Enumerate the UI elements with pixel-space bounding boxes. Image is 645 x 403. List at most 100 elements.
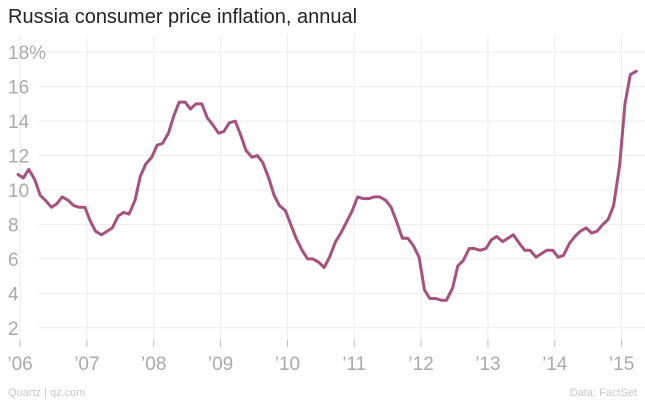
data-point bbox=[161, 142, 164, 145]
data-point bbox=[428, 297, 431, 300]
data-point bbox=[456, 264, 460, 267]
data-point bbox=[345, 221, 348, 224]
data-point bbox=[278, 204, 281, 207]
data-point bbox=[373, 195, 376, 199]
data-point bbox=[206, 116, 209, 119]
y-tick-label: 6 bbox=[8, 250, 19, 271]
data-point bbox=[389, 206, 393, 209]
data-point bbox=[484, 247, 488, 250]
footer-source-right: Data: FactSet bbox=[569, 387, 637, 399]
data-point bbox=[423, 288, 426, 292]
data-point bbox=[50, 206, 53, 209]
data-point bbox=[77, 206, 81, 209]
x-tick-label: ’15 bbox=[609, 354, 634, 375]
data-point bbox=[512, 233, 515, 236]
data-point bbox=[540, 252, 543, 255]
data-point bbox=[545, 249, 548, 252]
data-point bbox=[478, 249, 482, 252]
data-point bbox=[144, 162, 147, 166]
data-point bbox=[94, 230, 97, 233]
data-point bbox=[618, 164, 621, 168]
data-point bbox=[133, 199, 137, 202]
data-point bbox=[89, 219, 92, 223]
data-point bbox=[562, 254, 565, 257]
data-point bbox=[445, 299, 448, 302]
chart-title: Russia consumer price inflation, annual bbox=[8, 6, 358, 28]
data-point bbox=[501, 240, 504, 243]
data-point bbox=[183, 100, 187, 104]
x-tick-label: ’06 bbox=[7, 354, 32, 375]
data-point bbox=[16, 173, 20, 176]
data-point bbox=[22, 176, 25, 180]
data-point bbox=[60, 195, 64, 199]
data-point bbox=[44, 199, 47, 202]
y-tick-label: 8 bbox=[8, 215, 19, 236]
data-point bbox=[300, 249, 304, 252]
data-point bbox=[439, 299, 443, 302]
data-point bbox=[451, 286, 454, 290]
data-point bbox=[83, 206, 87, 209]
data-point bbox=[607, 218, 610, 221]
x-tick-label: ’10 bbox=[275, 354, 300, 375]
x-tick-label: ’13 bbox=[475, 354, 500, 375]
data-point bbox=[578, 230, 582, 233]
data-point bbox=[612, 204, 615, 207]
y-tick-label: 14 bbox=[8, 112, 30, 133]
data-point bbox=[601, 223, 605, 226]
data-point bbox=[328, 255, 331, 259]
data-point bbox=[406, 237, 409, 240]
data-point bbox=[177, 100, 181, 104]
data-point bbox=[378, 195, 381, 199]
data-point bbox=[473, 247, 476, 250]
data-point bbox=[506, 237, 510, 240]
data-point bbox=[250, 156, 254, 159]
data-point bbox=[568, 242, 571, 245]
y-tick-label: 2 bbox=[8, 319, 19, 340]
data-point bbox=[117, 214, 120, 218]
data-point bbox=[244, 149, 248, 152]
data-point bbox=[167, 131, 170, 135]
series-layer bbox=[16, 69, 638, 302]
data-point bbox=[72, 204, 75, 207]
data-point bbox=[33, 178, 36, 181]
x-tick-label: ’07 bbox=[74, 354, 99, 375]
series-line bbox=[16, 69, 638, 302]
data-point bbox=[556, 255, 560, 259]
data-point bbox=[534, 255, 538, 259]
data-point bbox=[111, 226, 114, 230]
data-point bbox=[234, 119, 237, 123]
data-point bbox=[317, 261, 321, 264]
data-point bbox=[395, 219, 398, 223]
data-point bbox=[155, 144, 159, 147]
data-point bbox=[551, 249, 554, 252]
data-point bbox=[139, 175, 142, 178]
data-point bbox=[211, 123, 214, 126]
data-point bbox=[105, 230, 109, 233]
data-point bbox=[573, 235, 577, 238]
axis-label-layer: 2 4 6 8 10 12 14 16 18% ’06 ’07 ’08 ’09 ’10 ’11 ’12 ’13 ’… bbox=[7, 43, 634, 375]
data-point bbox=[256, 154, 259, 157]
data-point bbox=[367, 197, 371, 200]
data-point bbox=[239, 133, 242, 137]
data-point bbox=[100, 233, 103, 236]
data-point bbox=[122, 211, 125, 214]
data-point bbox=[528, 249, 532, 252]
data-point bbox=[172, 114, 175, 118]
grid-layer bbox=[19, 35, 645, 347]
x-tick-label: ’11 bbox=[342, 354, 366, 375]
data-point bbox=[623, 102, 627, 106]
data-point bbox=[490, 238, 493, 242]
data-point bbox=[294, 237, 298, 240]
x-tick-label: ’12 bbox=[408, 354, 433, 375]
data-point bbox=[595, 230, 599, 233]
data-point bbox=[261, 161, 264, 164]
data-point bbox=[55, 202, 59, 205]
data-point bbox=[228, 121, 231, 125]
data-point bbox=[339, 231, 343, 235]
data-point bbox=[289, 223, 292, 226]
data-point bbox=[401, 237, 404, 240]
data-point bbox=[66, 199, 70, 202]
y-tick-label: 10 bbox=[8, 181, 29, 202]
x-tick-label: ’14 bbox=[542, 354, 568, 375]
